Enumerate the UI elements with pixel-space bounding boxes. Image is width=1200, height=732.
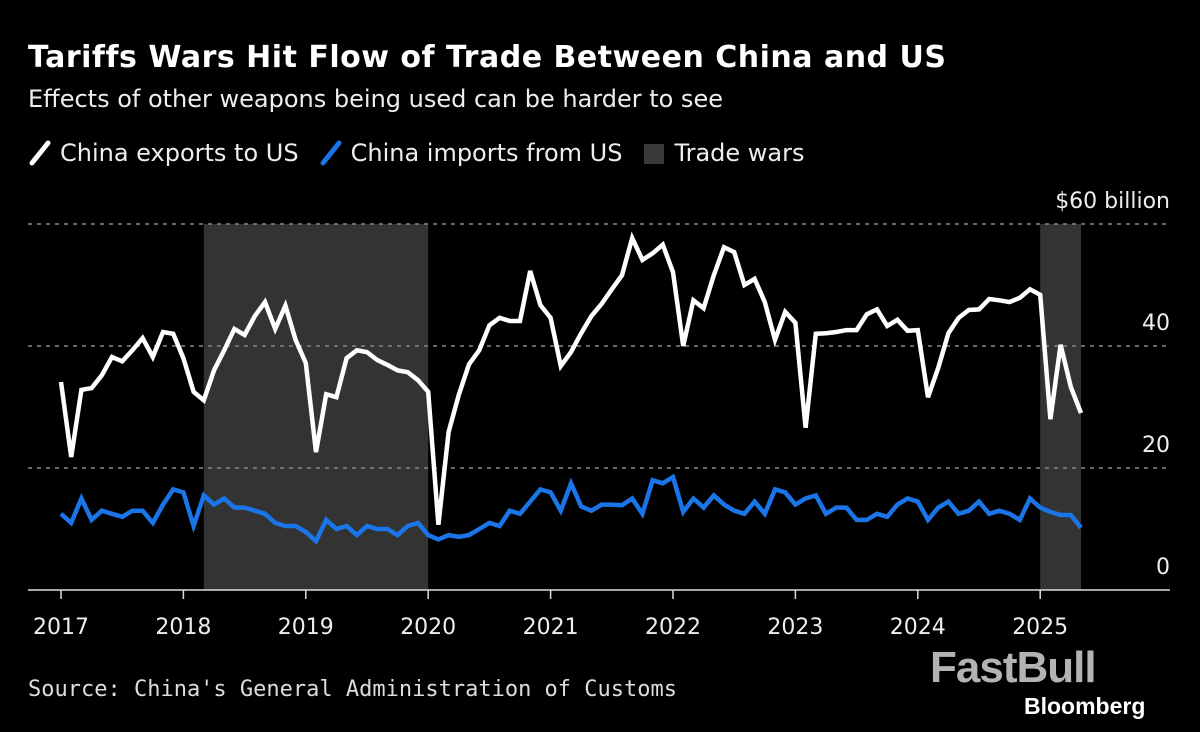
source-note: Source: China's General Administration o… bbox=[28, 677, 678, 702]
trade-war-shade bbox=[1040, 224, 1081, 590]
blue-slash-icon bbox=[320, 140, 342, 166]
white-slash-icon bbox=[29, 140, 51, 166]
legend-item-trade-wars: Trade wars bbox=[642, 138, 804, 168]
chart-subtitle: Effects of other weapons being used can … bbox=[28, 85, 723, 113]
legend-item-exports: China exports to US bbox=[28, 138, 299, 168]
x-tick-label: 2023 bbox=[767, 615, 823, 640]
y-tick-label: $60 billion bbox=[1055, 189, 1170, 214]
y-tick-label: 40 bbox=[1142, 311, 1170, 336]
x-tick-label: 2020 bbox=[400, 615, 456, 640]
x-tick-label: 2022 bbox=[645, 615, 701, 640]
legend-label-trade-wars: Trade wars bbox=[674, 139, 805, 167]
x-tick-label: 2021 bbox=[523, 615, 579, 640]
legend-label-imports: China imports from US bbox=[350, 139, 623, 167]
x-tick-label: 2017 bbox=[33, 615, 89, 640]
gray-square-icon bbox=[644, 144, 665, 164]
x-tick-label: 2024 bbox=[890, 615, 946, 640]
bloomberg-logo: Bloomberg bbox=[1024, 693, 1146, 719]
x-tick-label: 2025 bbox=[1012, 615, 1068, 640]
fastbull-watermark-logo: FastBull bbox=[930, 643, 1097, 692]
y-tick-label: 0 bbox=[1156, 555, 1170, 580]
x-tick-label: 2018 bbox=[155, 615, 211, 640]
legend: China exports to US China imports from U… bbox=[28, 138, 824, 168]
y-tick-label: 20 bbox=[1142, 433, 1170, 458]
chart-title: Tariffs Wars Hit Flow of Trade Between C… bbox=[28, 40, 947, 75]
legend-label-exports: China exports to US bbox=[60, 139, 299, 167]
legend-item-imports: China imports from US bbox=[319, 138, 623, 168]
x-tick-label: 2019 bbox=[278, 615, 334, 640]
